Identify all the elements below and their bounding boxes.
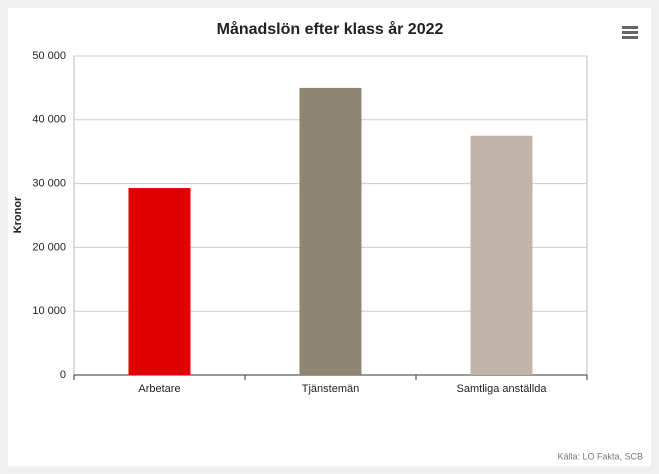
x-tick-label: Samtliga anställda: [457, 383, 548, 395]
menu-bar: [622, 36, 638, 39]
menu-bar: [622, 31, 638, 34]
y-tick-label: 50 000: [32, 50, 66, 62]
y-tick-label: 0: [60, 369, 66, 381]
y-tick-label: 10 000: [32, 305, 66, 317]
y-tick-label: 20 000: [32, 241, 66, 253]
bar: [470, 135, 533, 375]
y-tick-label: 40 000: [32, 114, 66, 126]
y-axis-label: Kronor: [12, 196, 24, 233]
chart-title: Månadslön efter klass år 2022: [217, 20, 444, 38]
menu-bar: [622, 26, 638, 29]
x-tick-label: Tjänstemän: [302, 383, 359, 395]
y-tick-label: 30 000: [32, 178, 66, 190]
source-credit: Källa: LO Fakta, SCB: [557, 451, 643, 461]
x-tick-label: Arbetare: [138, 383, 180, 395]
bar: [299, 87, 362, 376]
bar: [128, 188, 191, 375]
menu-button[interactable]: [622, 26, 638, 39]
